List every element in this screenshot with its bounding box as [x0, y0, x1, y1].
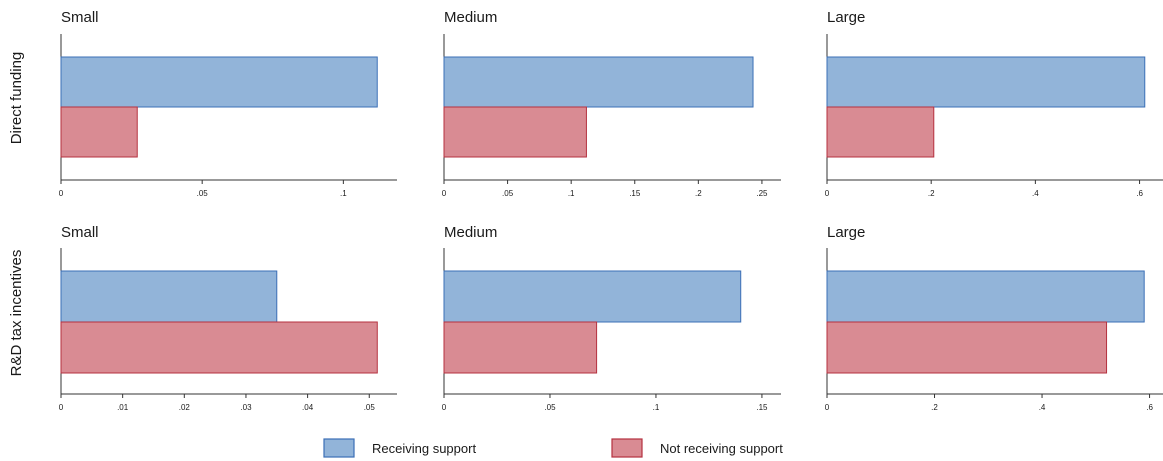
- x-tick-label-rd-tax-incentives-large: 0: [825, 403, 830, 412]
- x-tick-label-rd-tax-incentives-small: .05: [364, 403, 376, 412]
- panel-rd-tax-incentives-large: Large 0 .2 .4 .6: [825, 224, 1163, 412]
- bar-rd-tax-incentives-small-receiving: [60, 270, 278, 323]
- legend: Receiving support Not receiving support: [323, 438, 783, 458]
- x-tick-label-direct-funding-medium: .05: [502, 189, 514, 198]
- x-tick-label-direct-funding-large: .2: [928, 189, 935, 198]
- panel-rd-tax-incentives-small: Small 0 .01 .02 .03 .04 .05: [59, 224, 397, 412]
- bar-direct-funding-small-not-receiving: [60, 106, 138, 158]
- x-tick-label-rd-tax-incentives-small: 0: [59, 403, 64, 412]
- bar-direct-funding-large-receiving: [826, 56, 1146, 108]
- x-tick-label-rd-tax-incentives-small: .02: [179, 403, 191, 412]
- legend-swatch-receiving: [323, 438, 355, 458]
- x-tick-label-direct-funding-medium: .1: [568, 189, 575, 198]
- bar-rd-tax-incentives-large-receiving: [826, 270, 1145, 323]
- x-tick-label-direct-funding-large: .6: [1136, 189, 1143, 198]
- x-tick-label-rd-tax-incentives-medium: .05: [544, 403, 556, 412]
- x-tick-label-direct-funding-medium: .25: [756, 189, 768, 198]
- legend-label-not-receiving: Not receiving support: [660, 441, 783, 456]
- x-tick-label-rd-tax-incentives-small: .01: [117, 403, 129, 412]
- x-tick-label-direct-funding-medium: 0: [442, 189, 447, 198]
- x-tick-label-rd-tax-incentives-large: .2: [931, 403, 938, 412]
- x-tick-label-direct-funding-medium: .2: [695, 189, 702, 198]
- panel-title-rd-tax-incentives-medium: Medium: [444, 224, 497, 241]
- x-tick-label-rd-tax-incentives-small: .04: [302, 403, 314, 412]
- panel-title-direct-funding-large: Large: [827, 9, 865, 26]
- bar-direct-funding-medium-receiving: [443, 56, 754, 108]
- legend-label-receiving: Receiving support: [372, 441, 476, 456]
- panel-direct-funding-medium: Medium 0 .05 .1 .15 .2 .25: [442, 9, 781, 198]
- x-tick-label-direct-funding-medium: .15: [629, 189, 641, 198]
- x-tick-label-rd-tax-incentives-medium: 0: [442, 403, 447, 412]
- x-tick-label-rd-tax-incentives-large: .4: [1039, 403, 1046, 412]
- x-tick-label-direct-funding-small: .05: [197, 189, 209, 198]
- bar-direct-funding-large-not-receiving: [826, 106, 935, 158]
- x-tick-label-rd-tax-incentives-small: .03: [240, 403, 252, 412]
- x-tick-label-direct-funding-large: 0: [825, 189, 830, 198]
- legend-swatch-not-receiving: [611, 438, 643, 458]
- x-tick-label-direct-funding-large: .4: [1032, 189, 1039, 198]
- x-tick-label-rd-tax-incentives-medium: .1: [653, 403, 660, 412]
- bar-direct-funding-medium-not-receiving: [443, 106, 587, 158]
- panel-title-rd-tax-incentives-small: Small: [61, 224, 99, 241]
- panel-direct-funding-small: Small 0 .05 .1: [59, 9, 397, 198]
- panel-title-direct-funding-medium: Medium: [444, 9, 497, 26]
- panel-title-direct-funding-small: Small: [61, 9, 99, 26]
- x-tick-label-rd-tax-incentives-medium: .15: [756, 403, 768, 412]
- x-tick-label-direct-funding-small: .1: [340, 189, 347, 198]
- bar-rd-tax-incentives-medium-receiving: [443, 270, 742, 323]
- panel-rd-tax-incentives-medium: Medium 0 .05 .1 .15: [442, 224, 781, 412]
- row-label-direct-funding: Direct funding: [8, 52, 25, 145]
- x-tick-label-direct-funding-small: 0: [59, 189, 64, 198]
- x-tick-label-rd-tax-incentives-large: .6: [1146, 403, 1153, 412]
- row-label-rd-tax-incentives: R&D tax incentives: [8, 250, 25, 377]
- bar-rd-tax-incentives-large-not-receiving: [826, 321, 1108, 374]
- bar-rd-tax-incentives-small-not-receiving: [60, 321, 378, 374]
- panel-title-rd-tax-incentives-large: Large: [827, 224, 865, 241]
- panel-direct-funding-large: Large 0 .2 .4 .6: [825, 9, 1163, 198]
- bar-direct-funding-small-receiving: [60, 56, 378, 108]
- bar-rd-tax-incentives-medium-not-receiving: [443, 321, 598, 374]
